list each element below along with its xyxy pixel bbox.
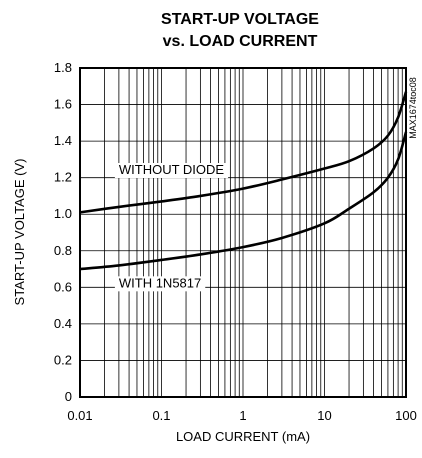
x-tick-label: 0.01 — [67, 408, 92, 423]
y-tick-label: 1.0 — [54, 206, 72, 221]
chart-title-line-1: START-UP VOLTAGE — [161, 11, 319, 28]
series-label: WITHOUT DIODE — [119, 162, 225, 177]
series-labels: WITHOUT DIODE WITH 1N5817 — [114, 162, 229, 292]
x-tick-label: 100 — [395, 408, 417, 423]
x-tick-label: 10 — [317, 408, 331, 423]
y-tick-label: 1.4 — [54, 133, 72, 148]
series-line-1 — [79, 131, 408, 271]
y-tick-label: 1.6 — [54, 97, 72, 112]
y-tick-labels: 0 0.2 0.4 0.6 0.8 1.0 1.2 1.4 1.6 1.8 — [54, 60, 72, 404]
x-tick-labels: 0.01 0.1 1 10 100 — [67, 408, 417, 423]
figure-code: MAX1674toc08 — [408, 77, 418, 139]
x-tick-label: 0.1 — [152, 408, 170, 423]
y-tick-label: 0.4 — [54, 316, 72, 331]
y-tick-label: 0 — [65, 389, 72, 404]
plot-frame — [79, 67, 407, 398]
y-tick-label: 1.2 — [54, 170, 72, 185]
y-tick-label: 0.2 — [54, 352, 72, 367]
grid-lines — [80, 68, 406, 397]
series-label-background — [114, 163, 229, 179]
series-label-background — [114, 276, 206, 292]
series-curves — [79, 91, 408, 271]
chart-title-line-2: vs. LOAD CURRENT — [163, 33, 318, 50]
series-label: WITH 1N5817 — [119, 275, 201, 290]
y-tick-label: 0.6 — [54, 279, 72, 294]
x-axis-label: LOAD CURRENT (mA) — [176, 429, 310, 444]
y-axis-label: START-UP VOLTAGE (V) — [12, 159, 27, 306]
y-tick-label: 1.8 — [54, 60, 72, 75]
series-line-0 — [79, 91, 408, 214]
y-tick-label: 0.8 — [54, 243, 72, 258]
x-tick-label: 1 — [239, 408, 246, 423]
